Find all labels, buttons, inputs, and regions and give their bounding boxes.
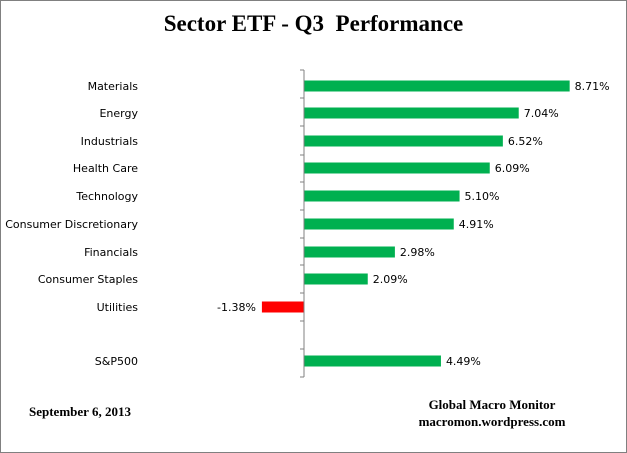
data-label: 7.04%: [524, 107, 559, 120]
category-label: Technology: [75, 190, 138, 203]
credit-line-1: Global Macro Monitor: [428, 397, 556, 412]
category-label: Utilities: [97, 301, 139, 314]
data-label: 4.49%: [446, 355, 481, 368]
category-label: Consumer Staples: [38, 273, 138, 286]
credit-line-2: macromon.wordpress.com: [418, 414, 566, 429]
axis-group: [300, 69, 305, 378]
bar-materials: [304, 80, 570, 92]
data-label: 8.71%: [575, 80, 610, 93]
data-label: -1.38%: [217, 301, 256, 314]
bar-consumer-staples: [304, 273, 368, 285]
labels-group: 8.71% Materials 7.04% Energy 6.52% Industrial…: [5, 80, 609, 368]
chart-title: Sector ETF - Q3 Performance: [163, 11, 464, 36]
category-label: Industrials: [81, 135, 139, 148]
date-note: September 6, 2013: [29, 404, 131, 419]
category-label: Consumer Discretionary: [5, 218, 138, 231]
bars-group: [261, 80, 570, 367]
bar-technology: [304, 190, 460, 202]
data-label: 4.91%: [459, 218, 494, 231]
category-label: Financials: [84, 246, 138, 259]
category-label: Health Care: [73, 162, 138, 175]
bar-health-care: [304, 162, 490, 174]
bar-utilities: [261, 301, 304, 313]
bar-financials: [304, 246, 395, 258]
data-label: 6.52%: [508, 135, 543, 148]
bar-consumer-discretionary: [304, 218, 454, 230]
category-label: Energy: [99, 107, 138, 120]
credit-block: Global Macro Monitor macromon.wordpress.…: [382, 396, 602, 430]
bar-energy: [304, 107, 519, 119]
data-label: 5.10%: [465, 190, 500, 203]
data-label: 6.09%: [495, 162, 530, 175]
bar-s-p500: [304, 355, 441, 367]
category-label: Materials: [88, 80, 139, 93]
category-label: S&P500: [95, 355, 138, 368]
bar-industrials: [304, 135, 503, 147]
data-label: 2.98%: [400, 246, 435, 259]
data-label: 2.09%: [373, 273, 408, 286]
